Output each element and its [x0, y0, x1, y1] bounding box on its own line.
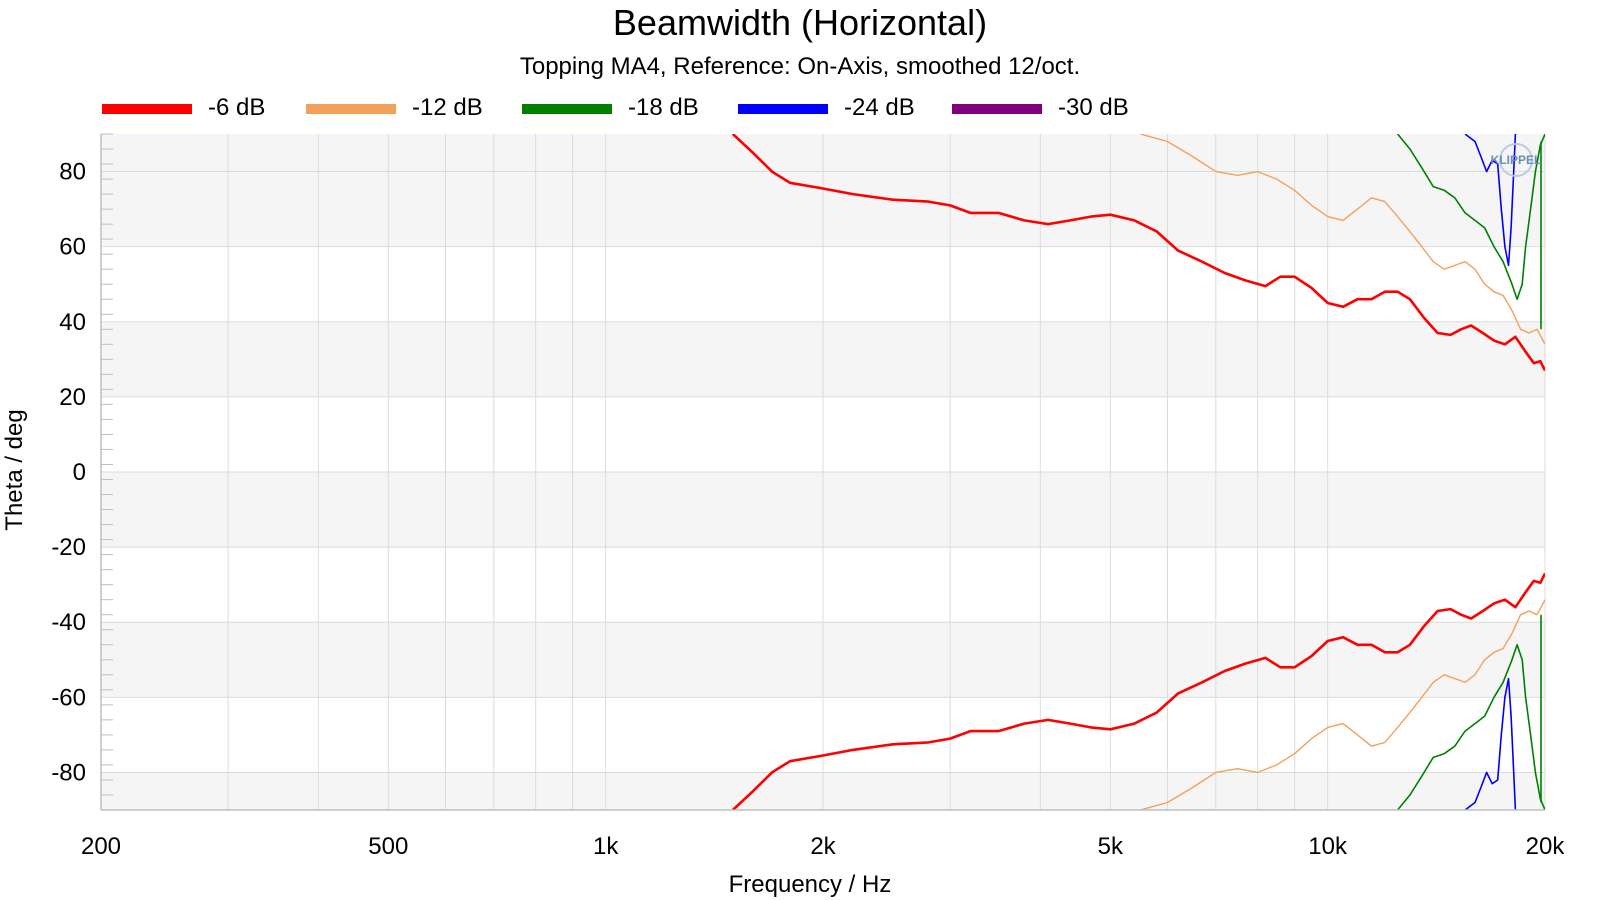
legend-label: -24 dB	[844, 94, 915, 121]
y-tick-label: 20	[59, 384, 86, 411]
y-tick-label: -40	[51, 609, 86, 636]
x-tick-label: 10k	[1308, 833, 1348, 860]
y-tick-label: 80	[59, 159, 86, 186]
y-tick-label: -20	[51, 534, 86, 561]
chart-subtitle: Topping MA4, Reference: On-Axis, smoothe…	[519, 53, 1081, 80]
legend-swatch	[522, 104, 612, 114]
y-tick-labels: 80 60 40 20 0 -20 -40 -60 -80	[51, 159, 86, 787]
klippel-logo-ring	[1499, 143, 1533, 177]
x-tick-label: 1k	[593, 833, 619, 860]
chart-title: Beamwidth (Horizontal)	[612, 2, 988, 43]
x-tick-label: 200	[81, 833, 121, 860]
legend-label: -30 dB	[1058, 94, 1129, 121]
legend-swatch	[952, 104, 1042, 114]
y-tick-label: 0	[73, 459, 86, 486]
y-tick-label: 60	[59, 234, 86, 261]
x-tick-labels: 200 500 1k 2k 5k 10k 20k	[81, 833, 1565, 860]
series-line-12db-db-lower	[1140, 599, 1545, 810]
y-tick-label: -80	[51, 759, 86, 786]
series-line-18db-db-upper	[1396, 134, 1545, 300]
chart-grid	[100, 134, 1546, 810]
legend-label: -6 dB	[208, 94, 266, 121]
y-tick-label: 40	[59, 309, 86, 336]
legend-swatch	[102, 104, 192, 114]
legend-swatch	[306, 104, 396, 114]
x-axis-title: Frequency / Hz	[729, 871, 892, 898]
series-line-24db-db-upper	[1464, 134, 1517, 267]
series-line-24db-db-lower	[1464, 677, 1517, 810]
series-line-12db-db-upper	[1140, 134, 1545, 345]
x-tick-label: 5k	[1098, 833, 1124, 860]
y-axis-title: Theta / deg	[1, 409, 28, 530]
series-line-6db-db-upper	[731, 134, 1545, 372]
legend-label: -18 dB	[628, 94, 699, 121]
legend-label: -12 dB	[412, 94, 483, 121]
chart-axes	[100, 133, 1545, 811]
series-line-18db-db-lower	[1396, 644, 1545, 810]
plot-series	[731, 134, 1545, 810]
x-tick-label: 20k	[1526, 833, 1566, 860]
series-line-6db-db-lower	[731, 572, 1545, 810]
klippel-logo-text: KLIPPEL	[1491, 153, 1542, 167]
legend-swatch	[738, 104, 828, 114]
x-tick-label: 2k	[810, 833, 836, 860]
x-tick-label: 500	[368, 833, 408, 860]
klippel-logo: KLIPPEL	[1491, 143, 1542, 177]
y-tick-label: -60	[51, 684, 86, 711]
